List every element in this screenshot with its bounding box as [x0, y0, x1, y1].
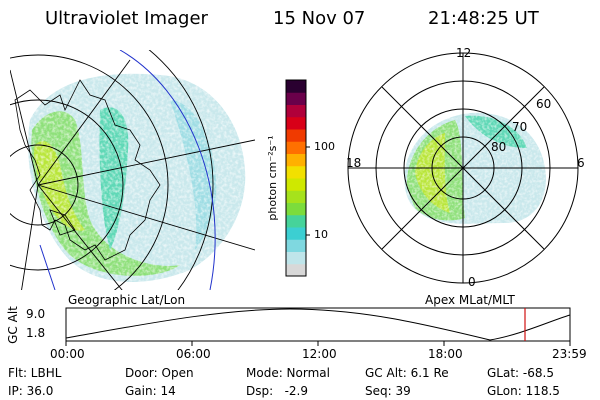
mlt-label-6: 6 [577, 156, 585, 170]
instrument-title: Ultraviolet Imager [45, 8, 208, 29]
info-mode: Mode: Normal [246, 366, 330, 380]
mlat-label-70: 70 [512, 120, 528, 134]
mlt-label-12: 12 [456, 46, 472, 60]
colorbar-segment [286, 263, 306, 277]
info-ip: IP: 36.0 [8, 384, 54, 398]
info-glat: GLat: -68.5 [487, 366, 554, 380]
colorbar-segment [286, 80, 306, 93]
info-gain: Gain: 14 [125, 384, 176, 398]
mlat-label-60: 60 [536, 97, 552, 111]
colorbar-segment [286, 202, 306, 216]
geographic-map-label: Geographic Lat/Lon [68, 293, 186, 307]
mlt-label-18: 18 [346, 156, 362, 170]
info-flt: Flt: LBHL [8, 366, 62, 380]
colorbar-segment [286, 141, 306, 154]
altitude-xtick-0000: 00:00 [50, 347, 85, 361]
colorbar-tick-10: 10 [314, 228, 328, 241]
info-seq: Seq: 39 [365, 384, 411, 398]
altitude-xtick-0600: 06:00 [176, 347, 211, 361]
colorbar-segment [286, 116, 306, 130]
altitude-xtick-2359: 23:59 [552, 347, 587, 361]
geographic-map [10, 50, 255, 290]
colorbar-segment [286, 239, 306, 252]
apex-polar-plot [347, 52, 579, 284]
info-dsp: Dsp: -2.9 [246, 384, 309, 398]
colorbar: photon cm⁻²s⁻¹ [268, 79, 310, 277]
mlat-label-80: 80 [491, 140, 507, 154]
altitude-xtick-1800: 18:00 [428, 347, 463, 361]
colorbar-segment [286, 214, 306, 228]
altitude-xtick-1200: 12:00 [302, 347, 337, 361]
colorbar-segment [286, 190, 306, 203]
colorbar-segment [286, 92, 306, 105]
date-label: 15 Nov 07 [273, 8, 366, 29]
altitude-ytick-top: 9.0 [26, 307, 46, 321]
colorbar-segment [286, 153, 306, 167]
altitude-ylabel: GC Alt [5, 306, 20, 344]
altitude-ytick-bottom: 1.8 [26, 326, 46, 340]
info-door: Door: Open [125, 366, 194, 380]
colorbar-segment [286, 129, 306, 142]
colorbar-unit-label: photon cm⁻²s⁻¹ [268, 135, 279, 220]
apex-map-label: Apex MLat/MLT [425, 293, 515, 307]
colorbar-segment [286, 227, 306, 240]
colorbar-tick-100: 100 [314, 140, 335, 153]
mlt-label-0: 0 [468, 275, 476, 289]
info-glon: GLon: 118.5 [487, 384, 560, 398]
info-gc-alt: GC Alt: 6.1 Re [365, 366, 449, 380]
colorbar-segment [286, 104, 306, 118]
colorbar-segment [286, 165, 306, 179]
altitude-plot [65, 307, 571, 346]
colorbar-segment [286, 251, 306, 265]
time-label: 21:48:25 UT [428, 8, 539, 29]
colorbar-segment [286, 178, 306, 191]
